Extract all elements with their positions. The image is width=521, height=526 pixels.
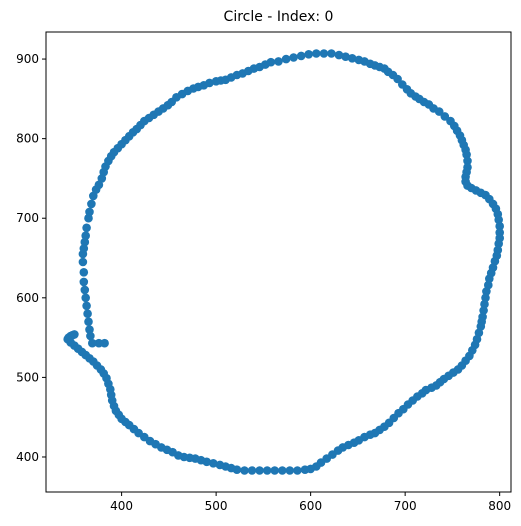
y-tick-label: 700 <box>16 211 39 225</box>
data-point-67 <box>312 49 321 58</box>
data-point-114 <box>494 215 504 225</box>
data-point-65 <box>296 51 306 61</box>
data-point-6 <box>83 309 92 319</box>
data-point-20 <box>87 199 96 209</box>
data-point-118 <box>494 239 504 248</box>
y-tick-label: 600 <box>16 291 39 305</box>
data-point-177 <box>255 466 264 475</box>
data-point-69 <box>327 49 336 58</box>
data-point-175 <box>270 466 280 475</box>
data-point-100 <box>463 156 472 166</box>
data-point-71 <box>341 52 350 61</box>
data-point-18 <box>84 213 93 223</box>
data-point-12 <box>78 257 88 267</box>
data-point-9 <box>80 285 90 295</box>
data-point-3 <box>86 331 95 341</box>
x-tick-label: 600 <box>299 499 322 513</box>
data-point-124 <box>485 274 494 284</box>
data-point-183 <box>215 460 225 470</box>
data-point-17 <box>82 223 91 233</box>
data-point-176 <box>262 466 272 475</box>
data-point-172 <box>293 466 302 475</box>
y-tick-label: 800 <box>16 132 39 146</box>
x-tick-label: 800 <box>488 499 511 513</box>
x-tick-label: 700 <box>394 499 417 513</box>
data-point-128 <box>480 299 489 309</box>
data-point-99 <box>462 150 471 159</box>
data-point-178 <box>247 466 257 475</box>
data-point-174 <box>278 466 287 475</box>
x-axis: 400 500 600 700 800 <box>110 492 511 513</box>
data-point-184 <box>209 459 218 468</box>
data-point-7 <box>82 301 91 311</box>
data-point-129 <box>479 306 488 315</box>
data-point-62 <box>274 57 283 66</box>
data-point-8 <box>81 293 90 303</box>
data-points <box>63 49 505 475</box>
data-point-127 <box>481 293 490 303</box>
y-tick-label: 500 <box>16 370 39 384</box>
data-point-2 <box>88 338 97 348</box>
plot-frame <box>45 31 512 493</box>
x-tick-label: 500 <box>205 499 228 513</box>
data-point-68 <box>319 49 329 58</box>
data-point-11 <box>79 268 89 277</box>
data-point-66 <box>304 50 314 59</box>
data-point-63 <box>281 54 291 64</box>
data-point-19 <box>85 207 94 217</box>
data-point-173 <box>285 466 295 475</box>
data-point-1 <box>94 338 104 348</box>
data-point-4 <box>85 325 94 334</box>
data-point-171 <box>300 465 310 475</box>
x-tick-label: 400 <box>110 499 133 513</box>
data-point-90 <box>434 107 444 116</box>
data-point-15 <box>80 237 90 247</box>
data-point-70 <box>334 50 344 60</box>
data-point-23 <box>94 180 104 190</box>
data-point-91 <box>440 112 450 121</box>
data-point-72 <box>347 54 357 63</box>
data-point-10 <box>79 277 89 287</box>
data-point-179 <box>240 466 249 475</box>
data-point-64 <box>289 53 298 62</box>
data-point-5 <box>84 317 93 327</box>
data-point-126 <box>482 287 491 296</box>
y-tick-label: 400 <box>16 450 39 464</box>
y-tick-label: 900 <box>16 52 39 66</box>
chart-title: Circle - Index: 0 <box>224 9 334 25</box>
data-point-61 <box>266 57 276 67</box>
data-point-115 <box>495 221 505 231</box>
data-point-224 <box>70 330 79 339</box>
data-point-16 <box>81 231 90 240</box>
y-axis: 400 500 600 700 800 900 <box>16 52 46 464</box>
data-point-14 <box>79 244 89 253</box>
data-point-50 <box>205 78 214 88</box>
